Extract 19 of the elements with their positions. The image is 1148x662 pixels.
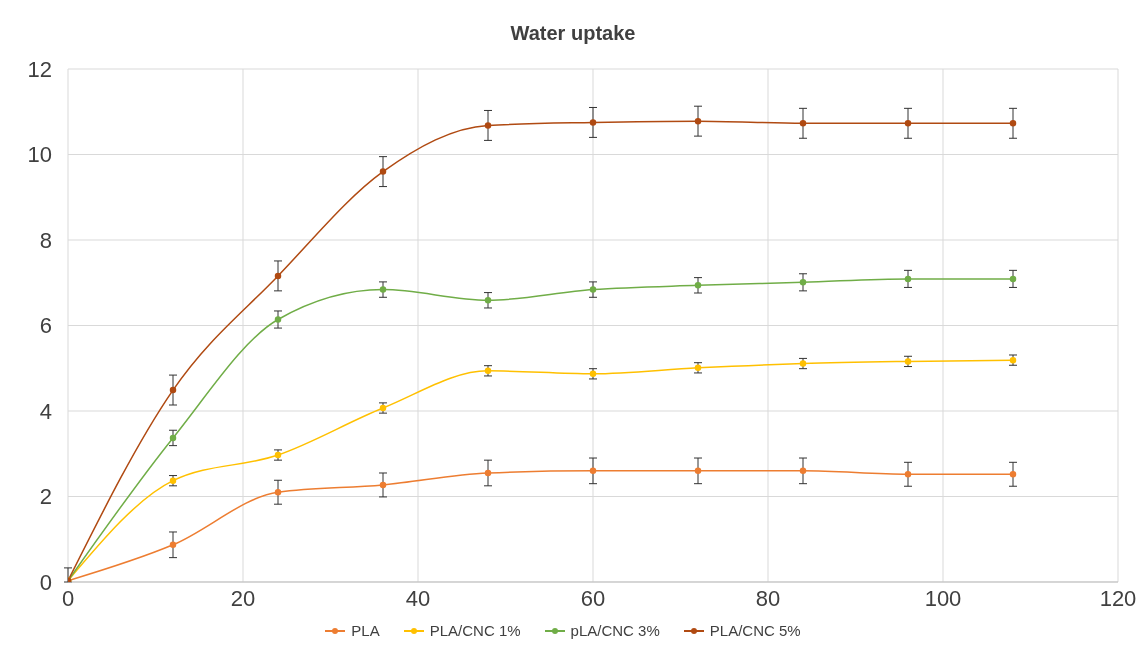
legend-label: PLA (350, 622, 380, 639)
x-tick-label: 120 (1099, 585, 1137, 611)
y-tick-label: 12 (27, 56, 52, 82)
legend-label: PLA/CNC 1% (428, 622, 521, 639)
x-tick-label: 40 (405, 585, 431, 611)
x-tick-label: 80 (755, 585, 781, 611)
y-tick-label: 4 (39, 398, 52, 424)
x-tick-label: 20 (230, 585, 256, 611)
y-tick-label: 6 (39, 313, 52, 339)
legend-label: pLA/CNC 3% (569, 622, 660, 639)
legend-label: PLA/CNC 5% (708, 622, 801, 639)
x-tick-label: 0 (61, 585, 75, 611)
y-tick-label: 0 (39, 569, 52, 595)
chart-title: Water uptake (509, 22, 637, 45)
y-tick-label: 2 (39, 484, 52, 510)
y-tick-label: 8 (39, 227, 52, 253)
y-tick-label: 10 (27, 142, 52, 168)
x-tick-label: 60 (580, 585, 606, 611)
x-tick-label: 100 (924, 585, 962, 611)
